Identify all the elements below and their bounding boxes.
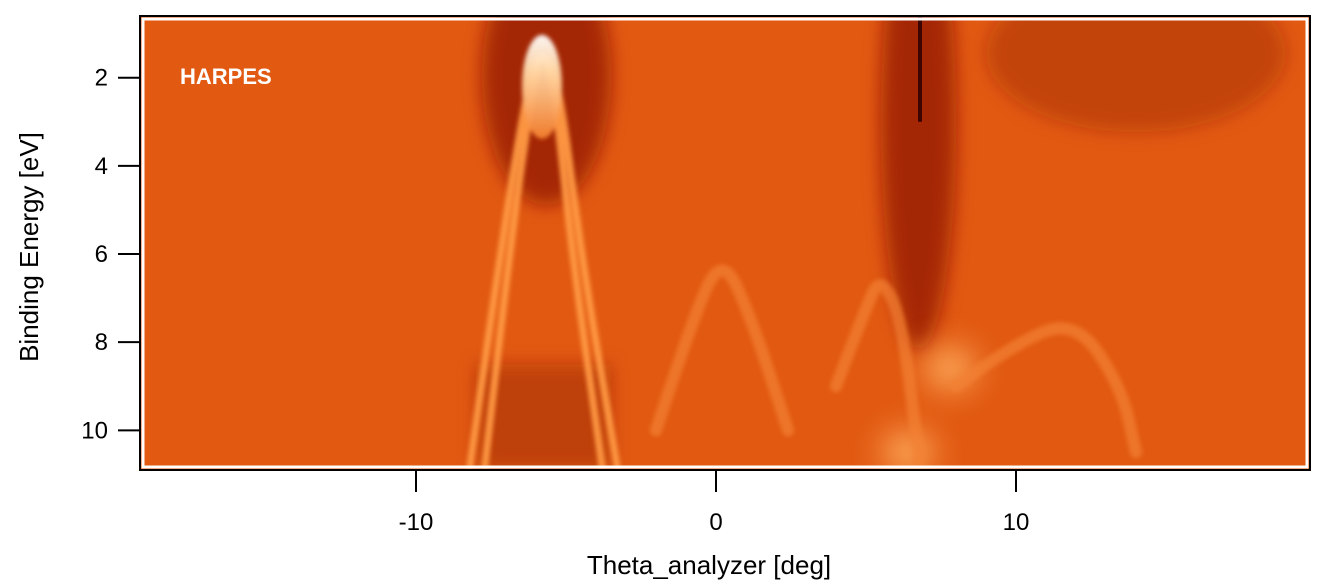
x-tick-label: 10 — [1003, 509, 1030, 536]
y-tick-label: 2 — [95, 65, 108, 92]
plot-frame — [139, 15, 1311, 471]
dark-streak-line — [918, 16, 922, 122]
y-tick-label: 8 — [95, 329, 108, 356]
x-tick-label: -10 — [399, 509, 434, 536]
heatmap-plot-area — [140, 16, 1310, 470]
x-axis: -10 0 10 — [399, 470, 1030, 536]
dark-region — [986, 16, 1286, 133]
y-tick-label: 4 — [95, 153, 108, 180]
x-axis-title: Theta_analyzer [deg] — [587, 550, 831, 580]
y-tick-label: 10 — [81, 417, 108, 444]
y-axis-title: Binding Energy [eV] — [14, 132, 44, 362]
band-line — [650, 264, 794, 437]
x-tick-label: 0 — [709, 509, 722, 536]
plot-inner-frame — [141, 17, 1309, 469]
y-tick-label: 6 — [95, 241, 108, 268]
y-axis: 2 4 6 8 10 — [81, 65, 140, 444]
dark-streak — [918, 16, 922, 122]
band-line — [950, 322, 1142, 459]
harpes-label: HARPES — [180, 64, 272, 89]
band-apex — [522, 34, 562, 139]
dark-region — [881, 16, 956, 351]
band-line — [830, 279, 926, 470]
dispersion-bands — [466, 34, 1142, 470]
